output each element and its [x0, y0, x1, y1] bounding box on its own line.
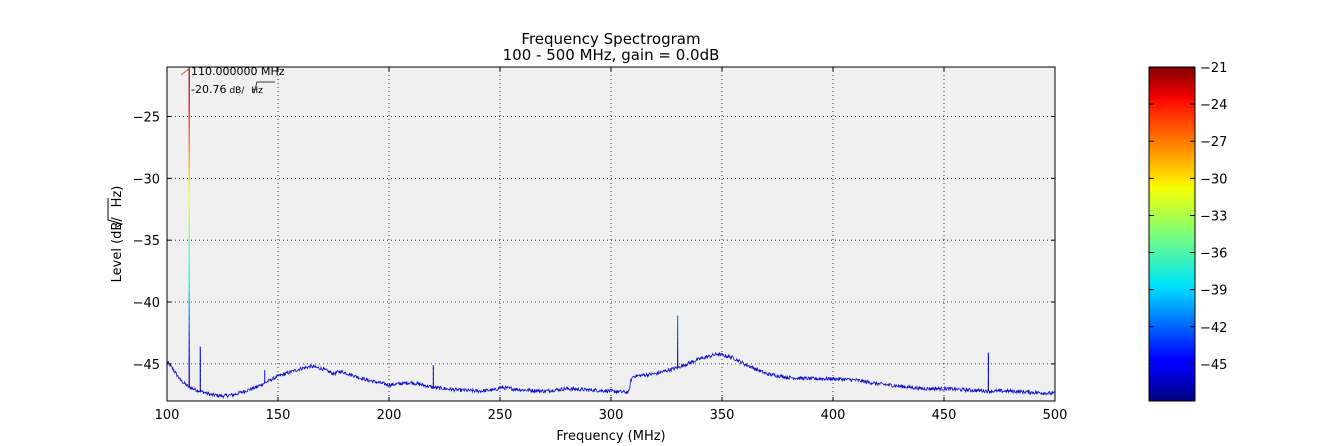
colorbar-tick-label: −39 [1200, 284, 1227, 299]
spectrum-series [167, 67, 1055, 399]
colorbar-tick-label: −24 [1200, 98, 1227, 113]
x-axis-label: Frequency (MHz) [556, 429, 665, 444]
grid-lines [167, 67, 1055, 401]
y-tick-labels: −25 −30 −35 −40 −45 [133, 110, 160, 372]
colorbar-tick-label: −27 [1200, 135, 1227, 150]
colorbar [1148, 66, 1196, 402]
y-axis-label-prefix: Level (dB/ [110, 217, 125, 283]
x-tick-labels: 100 150 200 250 300 350 400 450 500 [155, 408, 1068, 423]
x-tick-label: 100 [155, 408, 180, 423]
annotation-level-radicand: Hz [251, 86, 263, 96]
colorbar-tick-label: −21 [1200, 61, 1227, 76]
y-tick-label: −40 [133, 296, 160, 311]
y-tick-label: −25 [133, 110, 160, 125]
colorbar-tick-label: −36 [1200, 247, 1227, 262]
x-tick-label: 200 [377, 408, 402, 423]
peak-annotation: 110.000000 MHz -20.76 dB/Hz [180, 65, 285, 96]
chart-subtitle: 100 - 500 MHz, gain = 0.0dB [503, 46, 720, 64]
x-tick-label: 150 [266, 408, 291, 423]
y-axis-label-suffix: ) [110, 186, 125, 191]
y-axis-label-sqrt-sign [107, 198, 124, 228]
colorbar-tick-label: −45 [1200, 358, 1227, 373]
colorbar-ticks: −21 −24 −27 −30 −33 −36 −39 −42 −45 [1149, 61, 1227, 373]
spectrum-line [167, 352, 1055, 399]
y-axis-label: Level (dB/Hz) [107, 186, 125, 283]
colorbar-tick-label: −33 [1200, 209, 1227, 224]
y-tick-label: −45 [133, 358, 160, 373]
annotation-level-value: -20.76 [191, 83, 226, 96]
annotation-sqrt-sign [251, 81, 275, 94]
y-tick-label: −30 [133, 172, 160, 187]
x-tick-label: 450 [932, 408, 957, 423]
chart-title: Frequency Spectrogram [521, 30, 700, 48]
colorbar-tick-label: −30 [1200, 172, 1227, 187]
annotation-frequency: 110.000000 MHz [191, 65, 285, 78]
plot-area [167, 67, 1055, 401]
x-tick-label: 300 [599, 408, 624, 423]
y-axis-label-radicand: Hz [110, 191, 125, 208]
colorbar-tick-label: −42 [1200, 321, 1227, 336]
x-tick-label: 400 [821, 408, 846, 423]
y-tick-label: −35 [133, 234, 160, 249]
annotation-arrow [180, 67, 191, 76]
x-tick-label: 500 [1043, 408, 1068, 423]
x-tick-label: 350 [710, 408, 735, 423]
x-tick-label: 250 [488, 408, 513, 423]
svg-text:Level (dB/Hz): Level (dB/Hz) [110, 186, 125, 283]
plot-frame [166, 66, 1056, 402]
annotation-level-unit: dB/ [229, 86, 245, 96]
